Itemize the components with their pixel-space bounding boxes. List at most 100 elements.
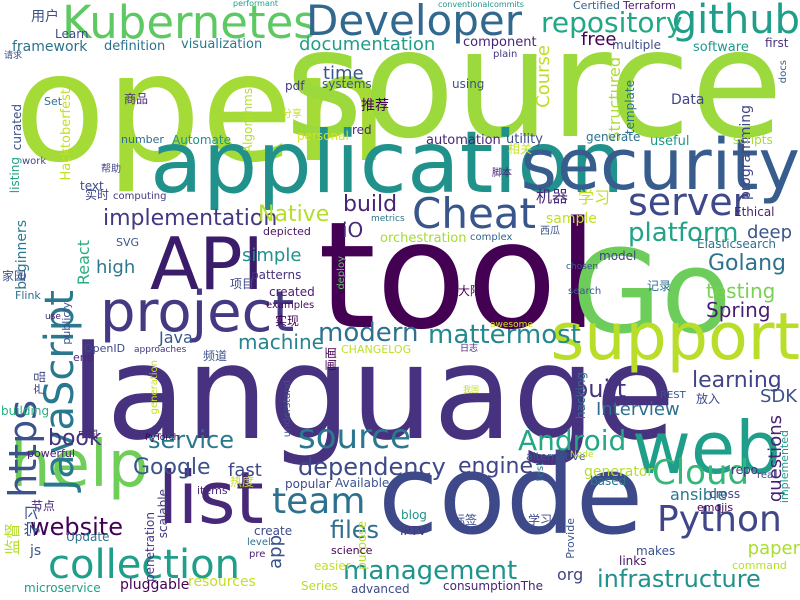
word-systems: systems (322, 77, 372, 91)
word-using: using (452, 77, 485, 91)
word-real: real (757, 470, 776, 481)
word-source-big: source (285, 0, 784, 172)
word-source-mid: source (298, 417, 411, 457)
word-utility: utility (506, 132, 543, 147)
word-pindao: 频道 (203, 349, 228, 363)
word-template: template (623, 80, 637, 135)
word-built: built (573, 375, 627, 403)
word-code: code (378, 431, 644, 559)
word-spring: Spring (706, 298, 771, 322)
word-python: Python (657, 499, 782, 540)
word-microservice: microservice (24, 581, 101, 595)
word-dalu: 大陆 (458, 284, 483, 298)
word-makes: makes (636, 544, 676, 558)
word-jiayuan: 家园 (2, 269, 27, 283)
word-java: Java (159, 328, 193, 347)
word-cloud: Cloud (652, 453, 750, 493)
word-pre: pre (249, 549, 266, 560)
word-tool: tool (318, 190, 599, 362)
word-learning: learning (692, 368, 782, 393)
word-native: Native (258, 202, 330, 227)
word-team: team (272, 481, 366, 522)
word-interview: Interview (596, 399, 680, 420)
word-chosen: chosen (566, 262, 599, 272)
word-machine: machine (238, 330, 324, 354)
word-based: based (590, 474, 627, 488)
word-available: Available (335, 476, 390, 490)
word-io: iO (342, 218, 364, 242)
word-developer: Developer (306, 0, 523, 45)
word-project: project (100, 280, 295, 345)
word-links: links (619, 554, 647, 568)
word-listing: listing (8, 157, 22, 194)
word-publicly: publicly (60, 302, 73, 345)
word-docs: docs (778, 60, 789, 84)
word-jiedian: 节点 (31, 499, 56, 513)
word-time: time (323, 63, 364, 84)
word-jiandu: 监督 (3, 523, 22, 556)
word-definition: definition (104, 39, 166, 54)
word-android: Android (518, 424, 627, 457)
word-work: work (22, 156, 47, 167)
word-service: service (148, 426, 234, 454)
word-scripts: scripts (733, 133, 773, 147)
word-emojis: emojis (697, 501, 734, 514)
word-approaches: approaches (134, 345, 187, 355)
word-shangpin: 商品 (124, 92, 149, 106)
word-xigua: 西瓜 (540, 226, 560, 237)
word-kubernetes: Kubernetes (62, 0, 317, 49)
word-ansible: ansible (670, 485, 728, 504)
word-pdf: pdf (285, 79, 305, 93)
word-dependency: dependency (298, 453, 446, 481)
word-xuexi-a: 学习 (578, 188, 611, 207)
word-collection: collection (48, 542, 240, 588)
word-fenxiang: 分享 (282, 109, 302, 120)
word-jiqi: 机器 (536, 187, 569, 206)
word-documentation: documentation (299, 34, 436, 55)
word-open: open (14, 22, 389, 196)
word-engine: engine (458, 454, 534, 479)
word-set: Set (44, 95, 63, 108)
word-react: React (74, 240, 93, 286)
word-personal: personal (297, 129, 349, 143)
word-useful: useful (650, 134, 690, 149)
word-update: Update (66, 530, 110, 544)
word-shixian: 实现 (275, 314, 300, 328)
word-command: command (732, 559, 787, 572)
word-course: Course (533, 45, 554, 108)
word-org: org (557, 565, 584, 584)
word-repository: repository (541, 6, 683, 39)
word-pluggable: pluggable (120, 577, 190, 593)
word-framework: framework (12, 39, 88, 55)
word-plain: plain (493, 49, 518, 60)
word-first: first (765, 36, 789, 50)
word-management: management (343, 556, 518, 586)
word-automation: automation (426, 133, 501, 148)
word-jilu: 记录 (647, 279, 672, 293)
word-software: software (693, 40, 749, 55)
word-computing: computing (113, 191, 167, 202)
word-paper: paper (747, 538, 800, 559)
word-implementation: implementation (103, 206, 278, 231)
word-wowguo: 我国 (463, 385, 479, 394)
word-openid: OpenID (84, 342, 126, 355)
word-consumptionthe: consumptionThe (443, 579, 544, 593)
word-understand: understand (282, 380, 293, 438)
word-free: free (581, 29, 617, 50)
word-security: security (520, 124, 800, 206)
word-items: items (197, 484, 228, 497)
word-infrastructure: infrastructure (597, 565, 761, 593)
word-zhongguo: 中国 (78, 430, 98, 441)
word-xiangmu: 项目 (230, 277, 255, 291)
word-level: level (247, 537, 271, 548)
word-flink: Flink (15, 289, 41, 302)
word-google: Google (133, 455, 211, 480)
word-easier: easier (314, 559, 351, 573)
word-popular: popular (285, 477, 331, 491)
word-implemented: implemented (778, 430, 791, 504)
word-generator: generator (584, 464, 654, 480)
word-performant: performant (233, 0, 279, 8)
word-xiangguan: 相关 (508, 142, 533, 156)
word-structured: Structured (605, 57, 624, 142)
